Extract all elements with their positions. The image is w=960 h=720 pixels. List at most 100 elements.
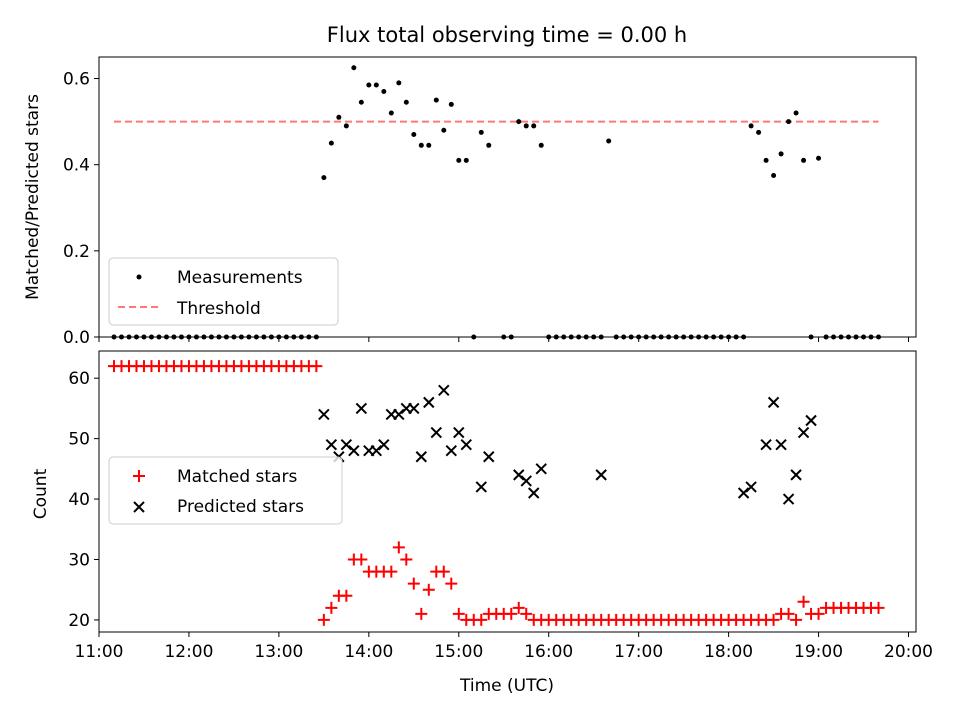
measurement-point: [321, 175, 327, 181]
x-tick-label: 17:00: [614, 642, 663, 662]
top-panel: 0.0 0.2 0.4 0.6: [63, 56, 917, 348]
matched-star-point: [400, 553, 413, 566]
measurement-point: [846, 334, 852, 340]
predicted-star-point: [797, 426, 810, 439]
predicted-star-point: [805, 414, 817, 427]
measurement-point: [756, 129, 762, 135]
matched-star-point: [767, 613, 780, 626]
measurement-point: [133, 334, 139, 340]
bottom-legend: Matched stars Predicted stars: [108, 456, 343, 525]
measurement-point: [681, 334, 687, 340]
measurement-point: [403, 99, 409, 105]
predicted-star-point: [423, 396, 435, 409]
measurement-point: [261, 334, 267, 340]
matched-star-point: [385, 565, 398, 578]
top-y-axis-label: Matched/Predicted stars: [23, 94, 43, 300]
predicted-star-point: [760, 438, 772, 451]
measurement-point: [613, 334, 619, 340]
measurement-point: [283, 334, 289, 340]
measurement-point: [313, 334, 319, 340]
measurement-point: [178, 334, 184, 340]
top-legend: Measurements Threshold: [108, 257, 339, 326]
predicted-star-point: [340, 438, 353, 451]
matched-star-point: [445, 577, 458, 590]
x-tick-label: 16:00: [524, 642, 573, 662]
legend-matched-label: Matched stars: [177, 467, 297, 487]
matched-star-point: [475, 613, 488, 626]
bottom-y-tick-label: 60: [68, 369, 90, 389]
measurement-point: [793, 110, 799, 116]
bottom-plot-frame: [98, 350, 917, 633]
measurement-point: [471, 334, 477, 340]
measurement-point: [396, 80, 402, 86]
predicted-star-point: [460, 438, 472, 451]
predicted-star-point: [348, 445, 360, 457]
chart-title: Flux total observing time = 0.00 h: [327, 23, 687, 47]
measurement-point: [201, 334, 207, 340]
measurement-point: [711, 334, 717, 340]
matched-star-point: [872, 601, 885, 614]
measurement-point: [576, 334, 582, 340]
bottom-y-tick-label: 40: [68, 490, 90, 510]
measurement-point: [231, 334, 237, 340]
measurement-point: [351, 65, 357, 71]
matched-star-point: [782, 607, 795, 620]
measurement-point: [838, 334, 844, 340]
measurement-point: [523, 123, 529, 129]
predicted-star-point: [415, 451, 428, 463]
measurement-point: [831, 334, 837, 340]
matched-star-point: [512, 601, 525, 614]
measurement-point: [868, 334, 874, 340]
measurement-point: [876, 334, 882, 340]
measurement-point: [763, 157, 769, 163]
predicted-star-point: [378, 438, 390, 451]
measurement-point: [456, 157, 462, 163]
measurement-point: [688, 334, 694, 340]
measurement-point: [636, 334, 642, 340]
measurement-point: [171, 334, 177, 340]
x-tick-label: 19:00: [794, 642, 843, 662]
measurement-point: [501, 334, 507, 340]
measurement-point: [216, 334, 222, 340]
predicted-star-point: [370, 445, 383, 457]
x-tick-label: 13:00: [254, 642, 303, 662]
top-y-tick-label: 0.6: [63, 70, 90, 90]
measurement-point: [853, 334, 859, 340]
matched-star-point: [505, 607, 518, 620]
measurement-point: [193, 334, 199, 340]
measurement-point: [111, 334, 117, 340]
measurement-point: [478, 129, 484, 135]
measurement-point: [621, 334, 627, 340]
bottom-panel: 11:00 12:00 13:00 14:00 15:00 16:00 17:00 18:00…: [68, 350, 933, 662]
predicted-star-point: [325, 438, 338, 451]
measurement-point: [531, 123, 537, 129]
predicted-star-point: [438, 384, 450, 396]
measurement-point: [658, 334, 664, 340]
legend-matched-marker: [133, 470, 145, 482]
measurement-point: [328, 140, 334, 146]
predicted-star-point: [595, 469, 607, 481]
measurement-point: [546, 334, 552, 340]
measurement-point: [741, 334, 747, 340]
measurement-point: [568, 334, 574, 340]
legend-measurements-marker: [136, 274, 142, 280]
predicted-star-point: [408, 402, 420, 415]
measurement-point: [208, 334, 214, 340]
predicted-star-point: [737, 487, 750, 499]
measurement-point: [823, 334, 829, 340]
measurement-point: [486, 142, 492, 148]
predicted-star-point: [483, 451, 495, 463]
predicted-star-point: [790, 469, 802, 481]
predicted-star-point: [475, 481, 487, 493]
measurement-point: [733, 334, 739, 340]
measurement-point: [306, 334, 312, 340]
measurement-point: [861, 334, 867, 340]
measurement-point: [246, 334, 252, 340]
legend-threshold-label: Threshold: [176, 299, 261, 319]
predicted-star-point: [445, 445, 457, 457]
bottom-legend-frame: [108, 456, 343, 525]
predicted-star-point: [767, 396, 780, 409]
measurement-point: [418, 142, 424, 148]
measurement-point: [771, 172, 777, 178]
